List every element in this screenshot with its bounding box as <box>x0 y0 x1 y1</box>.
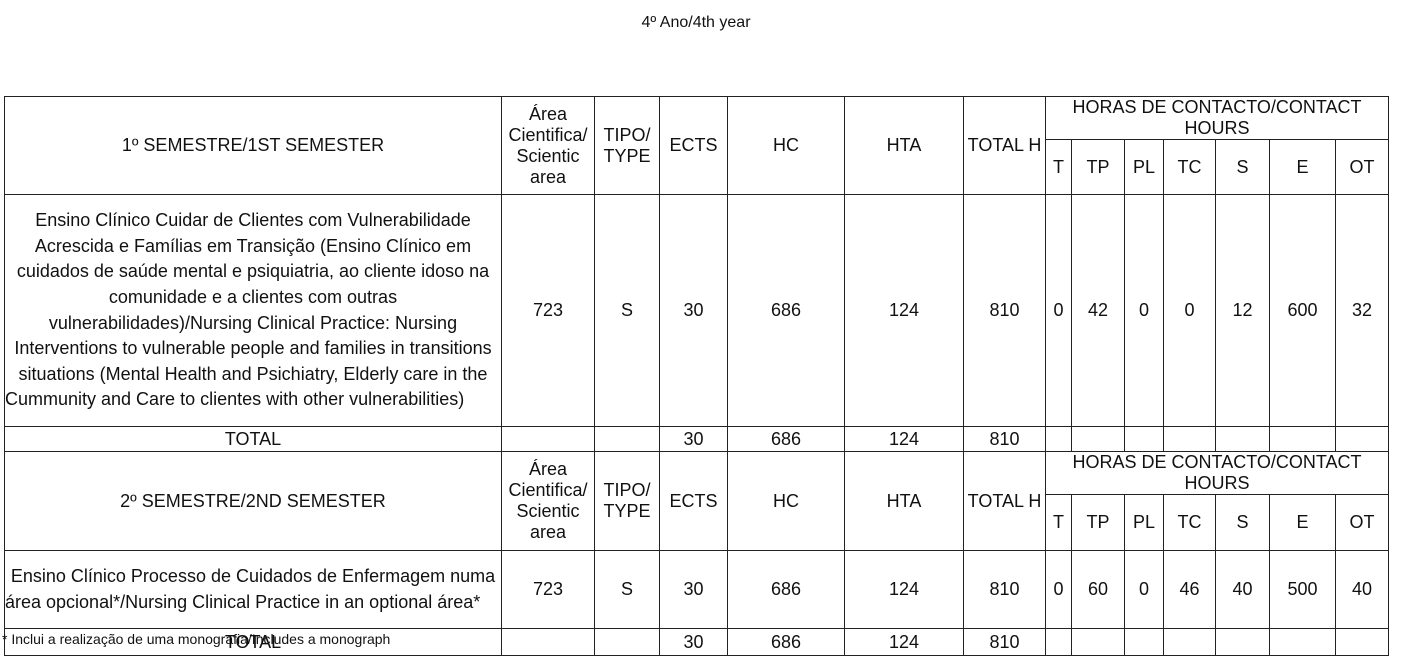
table-row: Ensino Clínico Processo de Cuidados de E… <box>4 550 1390 629</box>
hours-e: 500 <box>1269 550 1336 629</box>
subheader-tp: TP <box>1071 494 1125 551</box>
total-empty <box>1045 426 1072 452</box>
total-label: TOTAL <box>4 426 502 452</box>
course-hc: 686 <box>727 550 845 629</box>
total-empty <box>1334 628 1390 656</box>
total-empty <box>1163 628 1216 656</box>
total-empty <box>1124 628 1164 656</box>
semester-2-header-row: 2º SEMESTRE/2ND SEMESTER Área Cientifica… <box>4 451 1390 551</box>
total-hc: 686 <box>727 426 845 452</box>
total-total: 810 <box>963 628 1046 656</box>
page-title: 4º Ano/4th year <box>641 14 751 31</box>
total-empty <box>1269 628 1336 656</box>
semester-1-title: 1º SEMESTRE/1ST SEMESTER <box>4 96 502 195</box>
hours-t: 0 <box>1045 550 1072 629</box>
total-ects: 30 <box>659 426 728 452</box>
subheader-tc: TC <box>1163 494 1216 551</box>
header-contact-hours: HORAS DE CONTACTO/CONTACT HOURS <box>1044 451 1390 495</box>
total-empty <box>1334 426 1390 452</box>
hours-tc: 46 <box>1163 550 1216 629</box>
course-area: 723 <box>501 550 595 629</box>
subheader-ot: OT <box>1334 139 1390 195</box>
subheader-t: T <box>1045 139 1072 195</box>
hours-pl: 0 <box>1124 550 1164 629</box>
total-total: 810 <box>963 426 1046 452</box>
header-ects: ECTS <box>659 451 728 551</box>
hours-ot: 32 <box>1334 194 1390 427</box>
header-total-h: TOTAL H <box>963 96 1046 195</box>
course-total: 810 <box>963 194 1046 427</box>
subheader-e: E <box>1269 494 1336 551</box>
total-empty <box>1163 426 1216 452</box>
curriculum-table: 1º SEMESTRE/1ST SEMESTER Área Cientifica… <box>4 96 1390 656</box>
subheader-pl: PL <box>1124 494 1164 551</box>
hours-tp: 42 <box>1071 194 1125 427</box>
course-hta: 124 <box>844 194 964 427</box>
total-ects: 30 <box>659 628 728 656</box>
semester-2-subheader-row: T TP PL TC S E OT <box>5 494 1390 551</box>
course-area: 723 <box>501 194 595 427</box>
course-name: Ensino Clínico Processo de Cuidados de E… <box>4 550 502 629</box>
subheader-tp: TP <box>1071 139 1125 195</box>
course-name: Ensino Clínico Cuidar de Clientes com Vu… <box>4 194 502 427</box>
header-hta: HTA <box>844 451 964 551</box>
subheader-t: T <box>1045 494 1072 551</box>
total-hta: 124 <box>844 426 964 452</box>
course-hta: 124 <box>844 550 964 629</box>
course-tipo: S <box>594 194 660 427</box>
subheader-s: S <box>1215 494 1270 551</box>
header-area: Área Cientifica/ Scientic area <box>501 96 595 195</box>
footnote: * Inclui a realização de uma monografia/… <box>2 631 391 647</box>
subheader-ot: OT <box>1334 494 1390 551</box>
total-empty <box>1124 426 1164 452</box>
table-row: Ensino Clínico Cuidar de Clientes com Vu… <box>4 194 1390 427</box>
hours-t: 0 <box>1045 194 1072 427</box>
subheader-e: E <box>1269 139 1336 195</box>
hours-tp: 60 <box>1071 550 1125 629</box>
total-empty <box>1071 426 1125 452</box>
hours-tc: 0 <box>1163 194 1216 427</box>
header-tipo: TIPO/ TYPE <box>594 451 660 551</box>
total-empty <box>1071 628 1125 656</box>
header-total-h: TOTAL H <box>963 451 1046 551</box>
total-row: TOTAL 30 686 124 810 <box>4 426 1390 452</box>
total-area <box>501 426 595 452</box>
total-hc: 686 <box>727 628 845 656</box>
header-hc: HC <box>727 96 845 195</box>
total-area <box>501 628 595 656</box>
header-contact-hours: HORAS DE CONTACTO/CONTACT HOURS <box>1044 96 1390 140</box>
course-ects: 30 <box>659 550 728 629</box>
total-empty <box>1045 628 1072 656</box>
header-tipo: TIPO/ TYPE <box>594 96 660 195</box>
header-area: Área Cientifica/ Scientic area <box>501 451 595 551</box>
hours-pl: 0 <box>1124 194 1164 427</box>
subheader-s: S <box>1215 139 1270 195</box>
total-empty <box>1269 426 1336 452</box>
subheader-pl: PL <box>1124 139 1164 195</box>
semester-1-subheader-row: T TP PL TC S E OT <box>5 139 1390 195</box>
course-hc: 686 <box>727 194 845 427</box>
total-empty <box>1215 426 1270 452</box>
header-hta: HTA <box>844 96 964 195</box>
total-row: TOTAL 30 686 124 810 <box>4 628 1390 656</box>
total-tipo <box>594 628 660 656</box>
hours-s: 12 <box>1215 194 1270 427</box>
hours-s: 40 <box>1215 550 1270 629</box>
hours-e: 600 <box>1269 194 1336 427</box>
course-tipo: S <box>594 550 660 629</box>
hours-ot: 40 <box>1334 550 1390 629</box>
course-ects: 30 <box>659 194 728 427</box>
course-total: 810 <box>963 550 1046 629</box>
header-ects: ECTS <box>659 96 728 195</box>
header-hc: HC <box>727 451 845 551</box>
semester-1-header-row: 1º SEMESTRE/1ST SEMESTER Área Cientifica… <box>4 96 1390 195</box>
total-empty <box>1215 628 1270 656</box>
subheader-tc: TC <box>1163 139 1216 195</box>
total-hta: 124 <box>844 628 964 656</box>
total-tipo <box>594 426 660 452</box>
semester-2-title: 2º SEMESTRE/2ND SEMESTER <box>4 451 502 551</box>
